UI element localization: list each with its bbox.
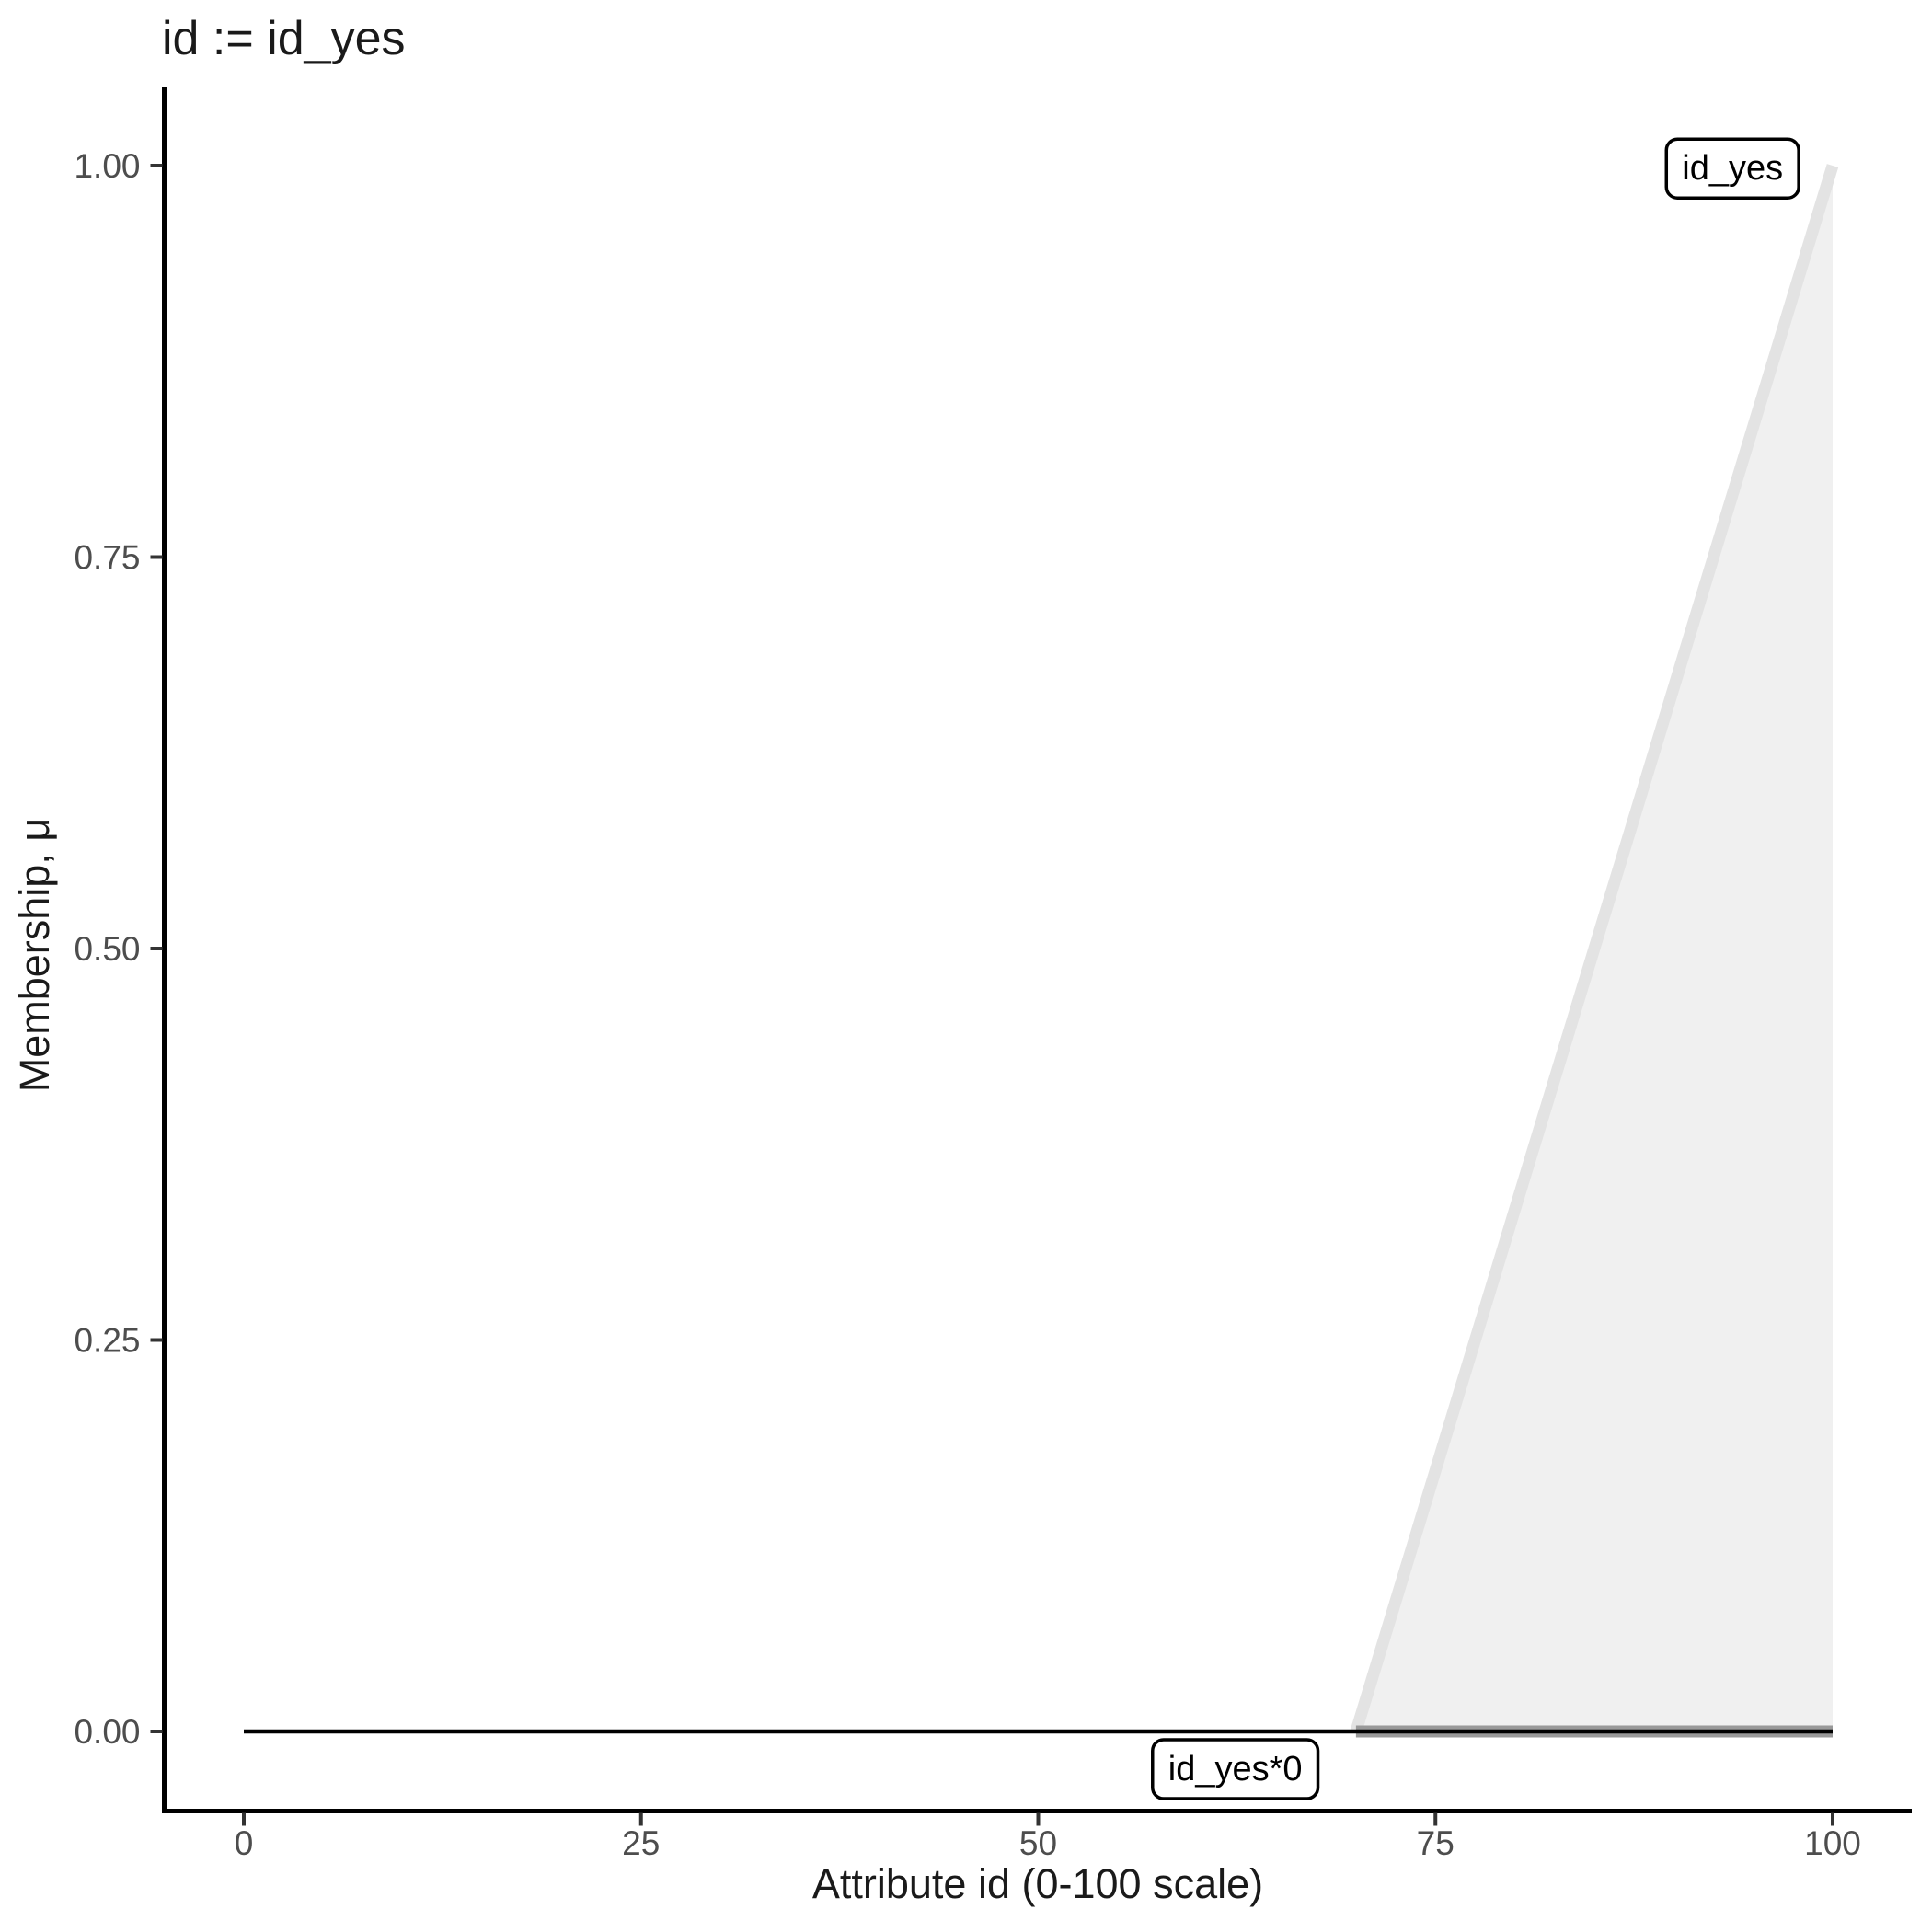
- annotation-label: id_yes: [1682, 149, 1783, 188]
- y-tick-label: 0.50: [74, 930, 140, 968]
- x-tick-label: 75: [1417, 1824, 1455, 1862]
- x-axis-title: Attribute id (0-100 scale): [811, 1860, 1264, 1907]
- y-tick-label: 1.00: [74, 147, 140, 185]
- x-tick-label: 100: [1804, 1824, 1861, 1862]
- x-tick-label: 50: [1019, 1824, 1057, 1862]
- y-tick-label: 0.00: [74, 1713, 140, 1751]
- plot-title: id := id_yes: [162, 12, 406, 65]
- annotation-label: id_yes*0: [1168, 1750, 1303, 1788]
- annotation-box: [1151, 1738, 1320, 1800]
- x-tick-label: 0: [235, 1824, 254, 1862]
- y-tick-label: 0.25: [74, 1322, 140, 1360]
- y-tick-label: 0.75: [74, 539, 140, 577]
- annotation-box: [1664, 137, 1800, 200]
- x-tick-label: 25: [622, 1824, 660, 1862]
- membership-curve: [1350, 164, 1839, 1733]
